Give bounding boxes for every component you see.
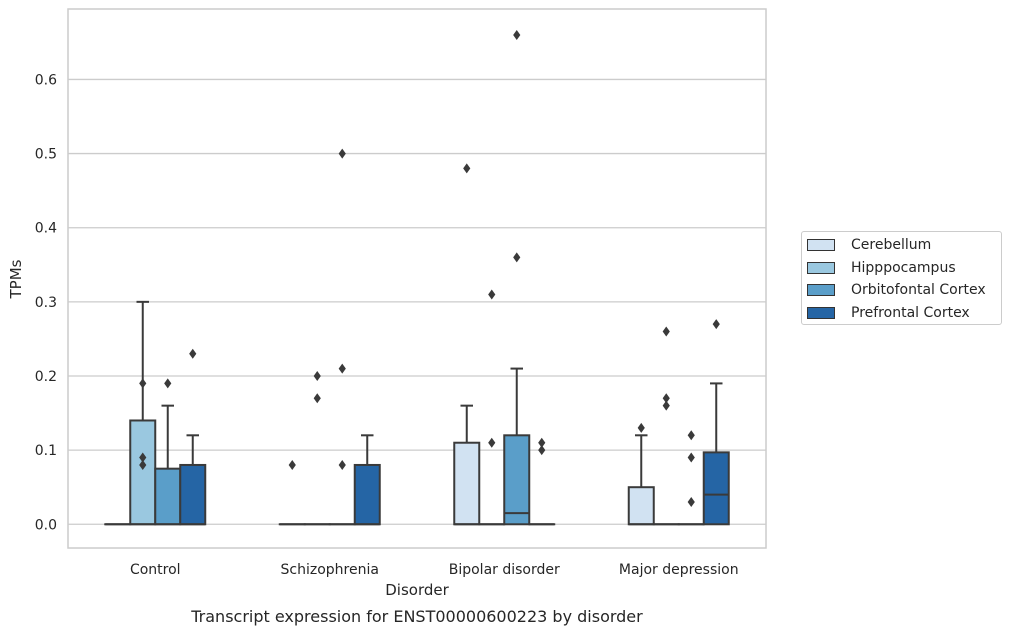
outlier-point	[687, 452, 695, 463]
y-axis-label: TPMs	[7, 259, 25, 299]
outlier-point	[488, 289, 496, 300]
y-tick-label: 0.5	[35, 147, 57, 163]
box-body	[353, 463, 381, 526]
outlier-point	[538, 445, 546, 456]
box-body	[129, 419, 157, 526]
box-body	[627, 486, 655, 526]
outlier-point	[313, 370, 321, 381]
box-2-2	[503, 29, 531, 526]
figure-caption: Transcript expression for ENST0000060022…	[190, 607, 643, 626]
legend-swatch	[807, 262, 835, 274]
y-tick-label: 0.2	[35, 369, 57, 385]
y-tick-label: 0.4	[35, 221, 57, 237]
outlier-point	[662, 393, 670, 404]
outlier-point	[139, 452, 147, 463]
outlier-point	[662, 326, 670, 337]
boxes	[104, 29, 730, 526]
legend-label: Cerebellum	[851, 237, 932, 253]
outlier-point	[338, 148, 346, 159]
legend-label: Hipppocampus	[851, 260, 956, 276]
x-tick-label: Schizophrenia	[281, 562, 379, 578]
legend-item-orbitofrontal-cortex: Orbitofontal Cortex	[807, 280, 986, 300]
legend-item-cerebellum: Cerebellum	[807, 235, 931, 255]
legend: Cerebellum Hipppocampus Orbitofontal Cor…	[801, 231, 1002, 325]
outlier-point	[338, 363, 346, 374]
box-body	[702, 451, 730, 526]
outlier-point	[538, 437, 546, 448]
outlier-point	[288, 459, 296, 470]
plot-area	[67, 8, 767, 549]
outlier-point	[313, 393, 321, 404]
outlier-point	[687, 430, 695, 441]
box-1-3	[652, 326, 680, 526]
outlier-point	[637, 422, 645, 433]
box-2-0	[154, 378, 182, 526]
outlier-point	[164, 378, 172, 389]
box-body	[503, 434, 531, 526]
legend-swatch	[807, 284, 835, 296]
outlier-point	[488, 437, 496, 448]
x-axis-label: Disorder	[385, 581, 449, 599]
box-body	[453, 441, 481, 526]
y-tick-label: 0.1	[35, 443, 57, 459]
y-axis-ticks: 0.0 0.1 0.2 0.3 0.4 0.5 0.6	[35, 72, 57, 533]
legend-label: Prefrontal Cortex	[851, 305, 970, 321]
box-3-2	[528, 437, 556, 526]
legend-swatch	[807, 307, 835, 319]
box-3-1	[353, 434, 381, 526]
x-tick-label: Control	[130, 562, 181, 578]
legend-label: Orbitofontal Cortex	[851, 282, 986, 298]
outlier-point	[513, 29, 521, 40]
y-tick-label: 0.0	[35, 517, 57, 533]
legend-item-prefrontal-cortex: Prefrontal Cortex	[807, 303, 970, 323]
outlier-point	[687, 497, 695, 508]
box-body	[179, 463, 207, 526]
outlier-point	[338, 459, 346, 470]
x-tick-label: Bipolar disorder	[449, 562, 560, 578]
box-3-3	[702, 319, 730, 526]
outlier-point	[712, 319, 720, 330]
outlier-point	[139, 459, 147, 470]
y-tick-label: 0.3	[35, 295, 57, 311]
outlier-point	[513, 252, 521, 263]
outlier-point	[189, 348, 197, 359]
box-3-0	[179, 348, 207, 526]
x-axis-ticks: Control Schizophrenia Bipolar disorder Majo…	[130, 562, 739, 578]
legend-item-hippocampus: Hipppocampus	[807, 258, 956, 278]
box-1-0	[129, 300, 157, 526]
legend-swatch	[807, 239, 835, 251]
outlier-point	[662, 400, 670, 411]
outlier-point	[463, 163, 471, 174]
box-0-2	[453, 163, 481, 526]
y-tick-label: 0.6	[35, 72, 57, 88]
box-0-3	[627, 422, 655, 526]
outlier-point	[139, 378, 147, 389]
box-body	[154, 467, 182, 526]
x-tick-label: Major depression	[619, 562, 739, 578]
